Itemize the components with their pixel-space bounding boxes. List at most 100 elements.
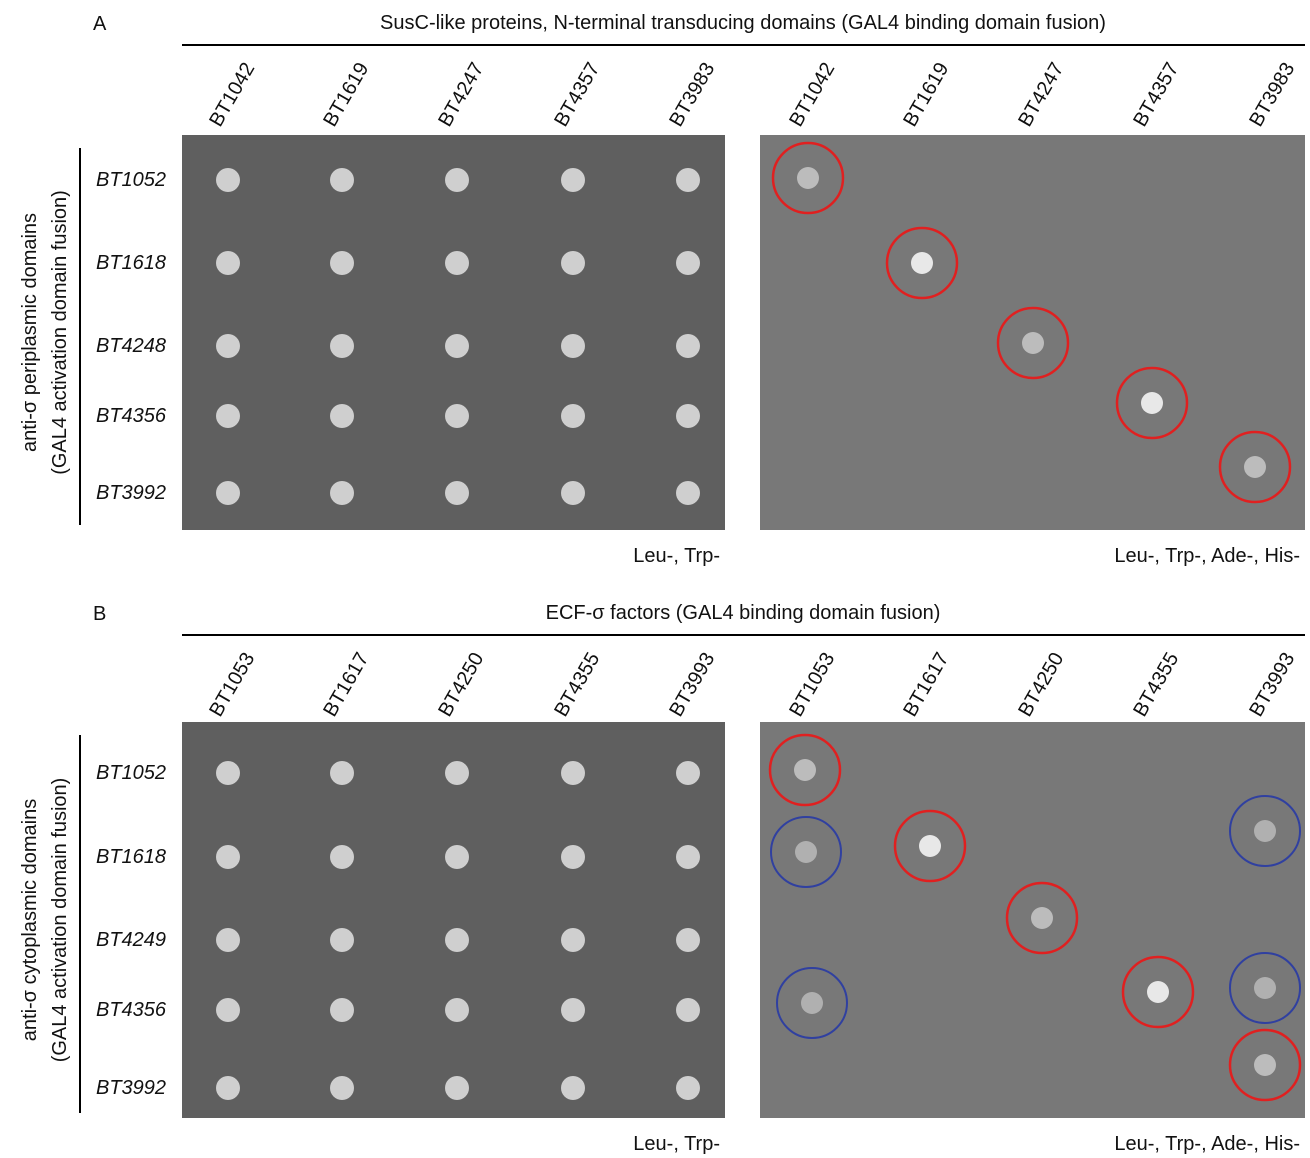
- column-label: BT1617: [899, 649, 953, 721]
- panel-title: SusC-like proteins, N-terminal transduci…: [380, 12, 1106, 34]
- plate-caption: Leu-, Trp-: [633, 545, 720, 567]
- colony: [216, 998, 240, 1022]
- colony: [330, 251, 354, 275]
- row-label: BT3992: [96, 1077, 166, 1099]
- colony: [1244, 456, 1266, 478]
- colony: [676, 481, 700, 505]
- row-label: BT4356: [96, 405, 167, 427]
- figure: A SusC-like proteins, N-terminal transduc…: [0, 0, 1310, 1158]
- row-label: BT4248: [96, 335, 166, 357]
- colony: [795, 841, 817, 863]
- row-label: BT4249: [96, 929, 166, 951]
- colony: [330, 404, 354, 428]
- colony: [216, 334, 240, 358]
- column-label: BT4355: [1129, 649, 1183, 721]
- colony: [1147, 981, 1169, 1003]
- column-label: BT3983: [665, 59, 719, 131]
- row-axis-label: anti-σ periplasmic domains: [19, 213, 41, 452]
- column-label: BT4357: [1129, 59, 1183, 131]
- column-label: BT4247: [1014, 59, 1068, 131]
- colony: [797, 167, 819, 189]
- plate-caption: Leu-, Trp-, Ade-, His-: [1114, 1133, 1300, 1155]
- row-label: BT1618: [96, 252, 166, 274]
- colony: [216, 845, 240, 869]
- colony: [1022, 332, 1044, 354]
- column-label: BT1619: [319, 59, 373, 131]
- colony: [676, 1076, 700, 1100]
- row-axis-label: anti-σ cytoplasmic domains: [19, 799, 41, 1041]
- colony: [445, 761, 469, 785]
- colony: [216, 761, 240, 785]
- colony: [216, 928, 240, 952]
- colony: [676, 845, 700, 869]
- column-label: BT4250: [434, 649, 488, 721]
- column-label: BT1053: [785, 649, 839, 721]
- colony: [445, 334, 469, 358]
- column-label: BT3993: [665, 649, 719, 721]
- colony: [911, 252, 933, 274]
- colony: [330, 928, 354, 952]
- colony: [676, 251, 700, 275]
- column-label: BT1042: [205, 59, 259, 131]
- colony: [330, 1076, 354, 1100]
- colony: [330, 481, 354, 505]
- colony: [676, 928, 700, 952]
- colony: [330, 998, 354, 1022]
- colony: [216, 404, 240, 428]
- colony: [561, 1076, 585, 1100]
- colony: [216, 1076, 240, 1100]
- plate-caption: Leu-, Trp-, Ade-, His-: [1114, 545, 1300, 567]
- colony: [794, 759, 816, 781]
- plate: [182, 135, 725, 530]
- row-label: BT4356: [96, 999, 167, 1021]
- column-label: BT4247: [434, 59, 488, 131]
- column-label: BT4250: [1014, 649, 1068, 721]
- colony: [676, 404, 700, 428]
- colony: [445, 251, 469, 275]
- colony: [445, 168, 469, 192]
- colony: [561, 168, 585, 192]
- row-label: BT3992: [96, 482, 166, 504]
- colony: [919, 835, 941, 857]
- colony: [445, 928, 469, 952]
- colony: [216, 481, 240, 505]
- colony: [561, 334, 585, 358]
- row-axis-label: (GAL4 activation domain fusion): [49, 190, 71, 475]
- colony: [676, 168, 700, 192]
- colony: [330, 168, 354, 192]
- plate-caption: Leu-, Trp-: [633, 1133, 720, 1155]
- colony: [561, 404, 585, 428]
- colony: [561, 998, 585, 1022]
- colony: [561, 928, 585, 952]
- colony: [216, 168, 240, 192]
- colony: [330, 845, 354, 869]
- colony: [1254, 820, 1276, 842]
- row-label: BT1618: [96, 846, 166, 868]
- panel-label: B: [93, 603, 106, 625]
- colony: [330, 334, 354, 358]
- colony: [1254, 977, 1276, 999]
- colony: [561, 481, 585, 505]
- colony: [445, 998, 469, 1022]
- colony: [1141, 392, 1163, 414]
- colony: [561, 251, 585, 275]
- colony: [676, 998, 700, 1022]
- colony: [445, 845, 469, 869]
- colony: [801, 992, 823, 1014]
- colony: [330, 761, 354, 785]
- colony: [445, 1076, 469, 1100]
- column-label: BT1053: [205, 649, 259, 721]
- colony: [445, 481, 469, 505]
- colony: [1031, 907, 1053, 929]
- row-axis-label: (GAL4 activation domain fusion): [49, 778, 71, 1063]
- colony: [445, 404, 469, 428]
- column-label: BT1617: [319, 649, 373, 721]
- row-label: BT1052: [96, 169, 166, 191]
- colony: [676, 761, 700, 785]
- column-label: BT1042: [785, 59, 839, 131]
- column-label: BT4357: [550, 59, 604, 131]
- colony: [561, 761, 585, 785]
- row-label: BT1052: [96, 762, 166, 784]
- panel-label: A: [93, 13, 107, 35]
- colony: [561, 845, 585, 869]
